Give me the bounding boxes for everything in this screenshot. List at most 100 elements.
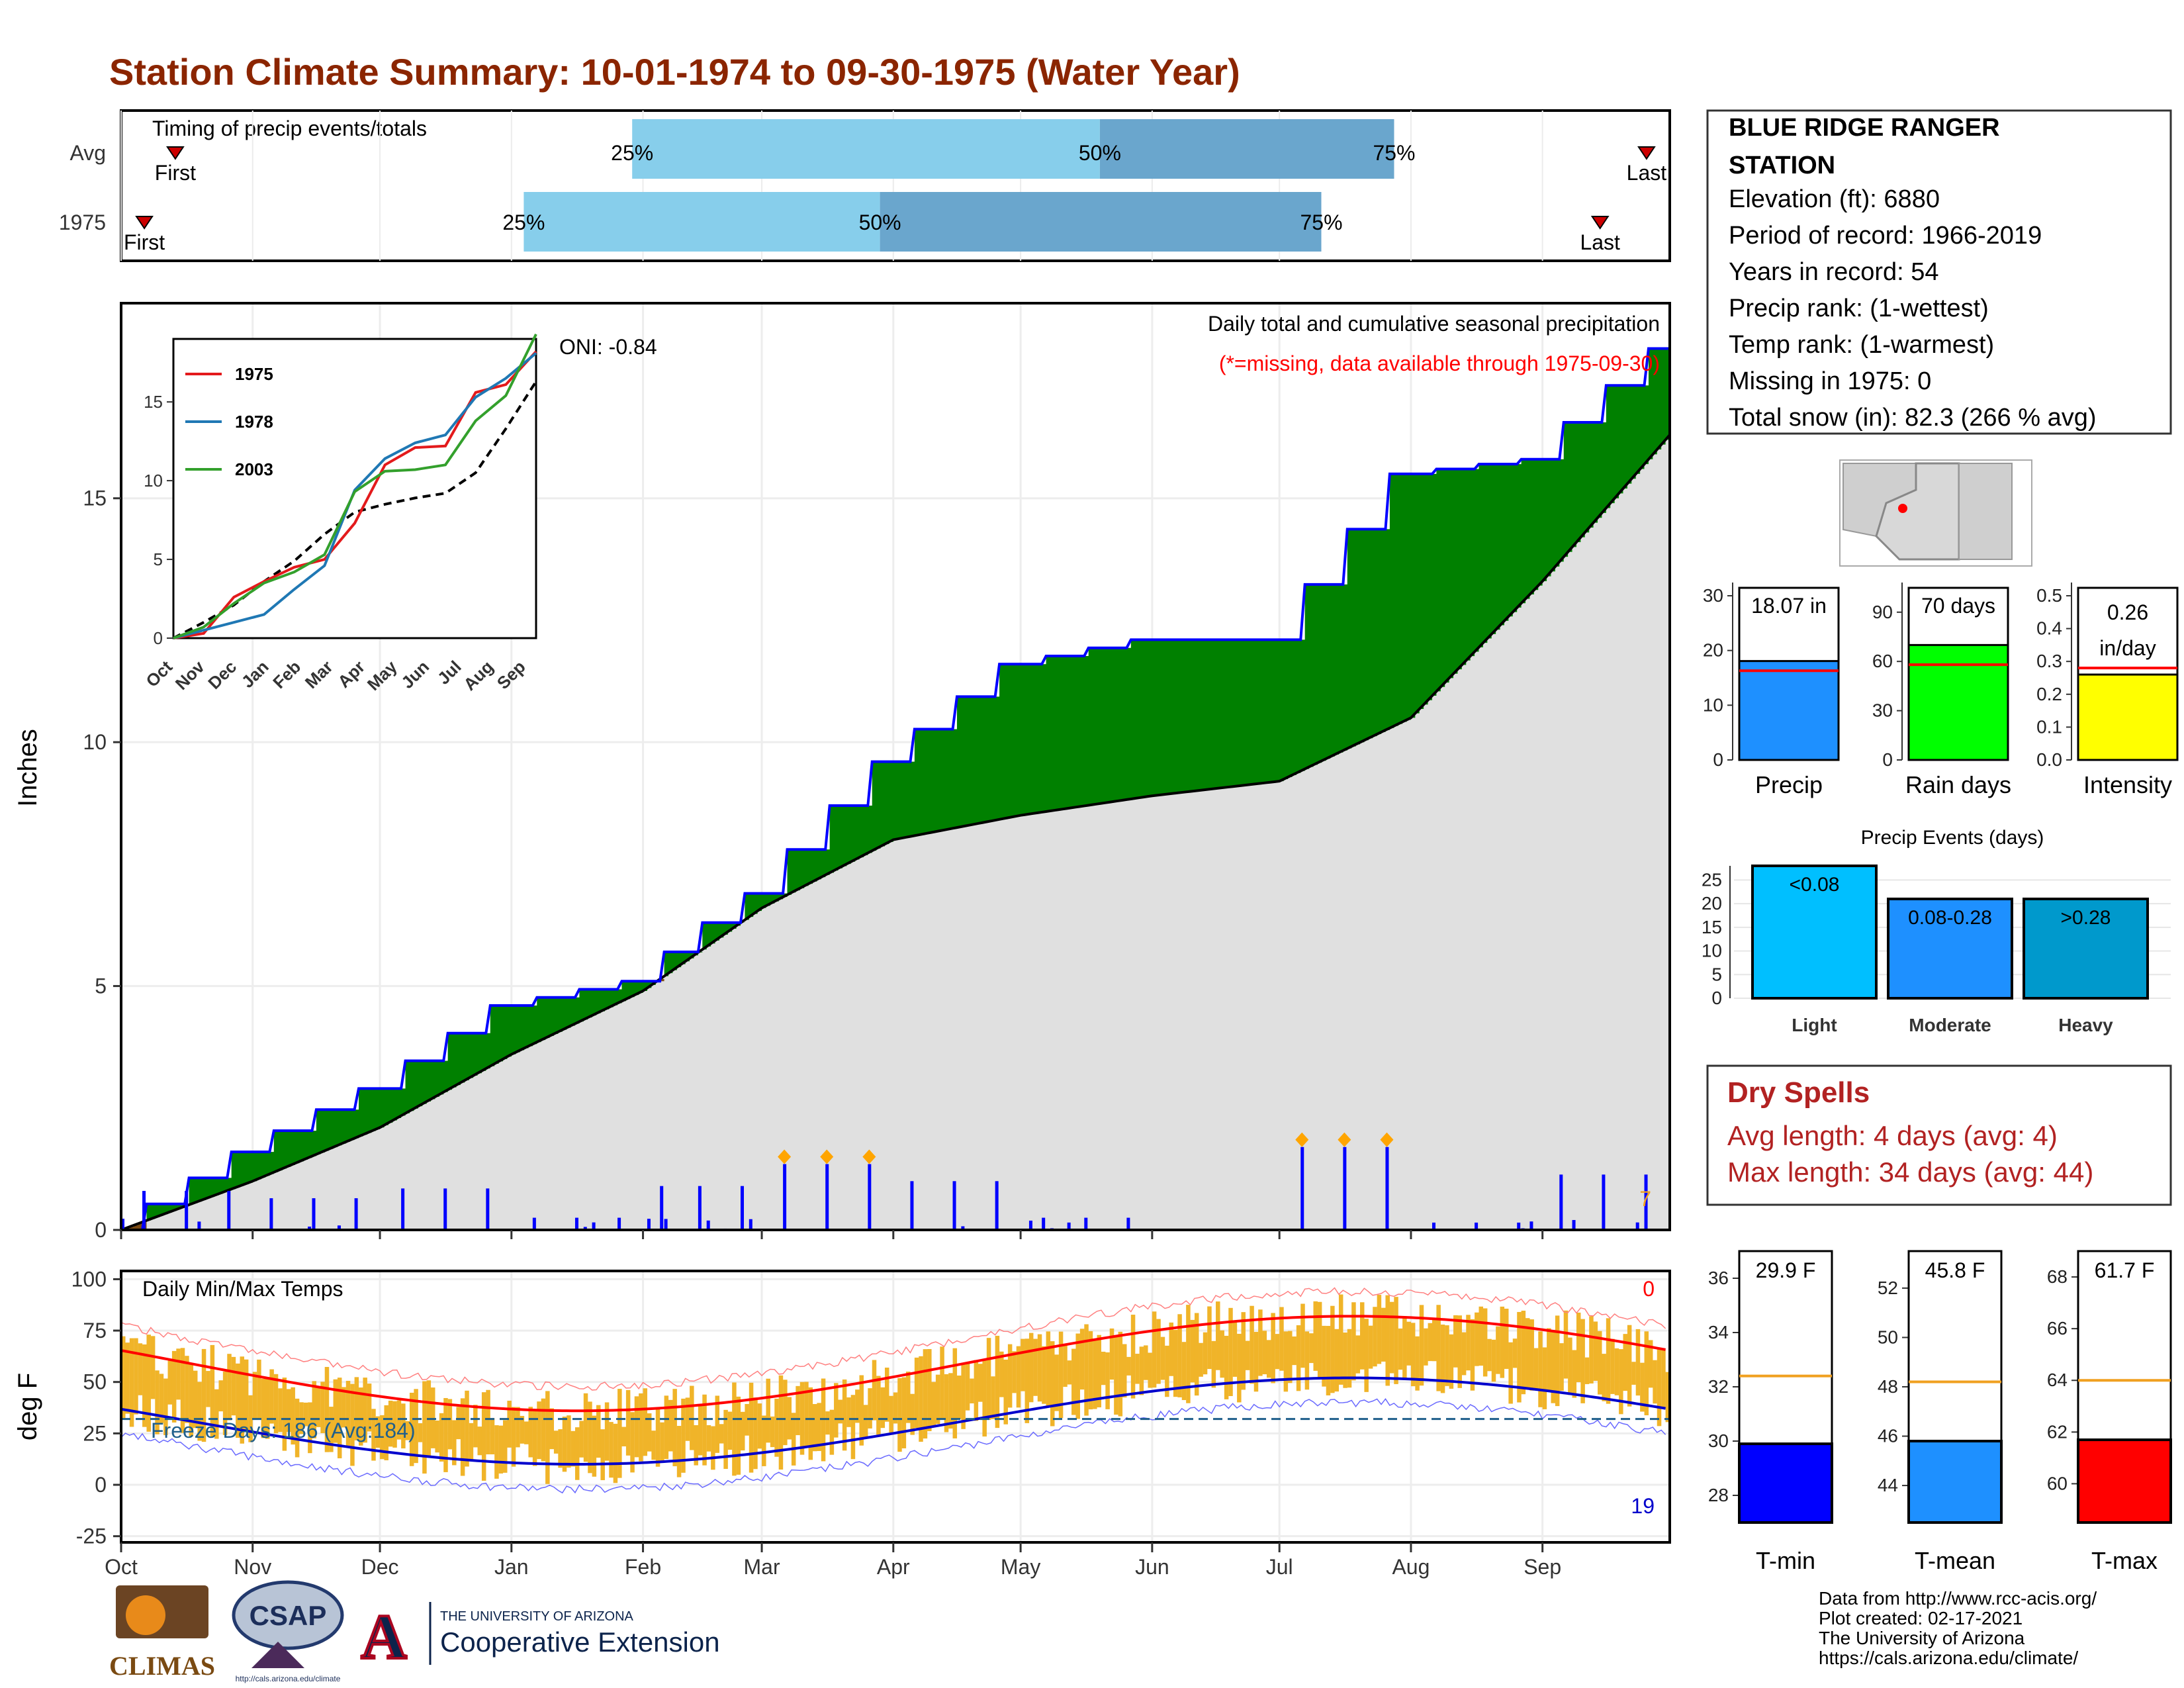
daily-temp-bar [753, 1397, 758, 1470]
csap-logo: CSAP http://cals.arizona.edu/climate [232, 1580, 344, 1683]
avg-cumulative-line [120, 434, 1671, 1231]
daily-temp-bar [1381, 1307, 1386, 1362]
timing-avg-pct-label: 50% [1079, 141, 1121, 165]
page-title: Station Climate Summary: 10-01-1974 to 0… [109, 51, 1240, 93]
daily-temp-bar [1071, 1348, 1076, 1415]
daily-temp-bar [948, 1373, 953, 1429]
daily-temp-bar [138, 1343, 143, 1395]
daily-precip-bar [825, 1164, 829, 1230]
daily-precip-bar [1067, 1222, 1071, 1230]
daily-temp-bar [159, 1374, 164, 1423]
daily-temp-bar [341, 1387, 346, 1428]
daily-temp-bar [1657, 1348, 1662, 1427]
daily-precip-bar [583, 1227, 587, 1230]
daily-temp-bar [562, 1416, 567, 1472]
summary-tick-label: 60 [1872, 651, 1893, 671]
daily-temp-bar [265, 1377, 270, 1439]
daily-temp-bar [829, 1409, 835, 1455]
summary-bar-precip [1738, 660, 1840, 761]
daily-temp-bar [384, 1405, 388, 1461]
month-label: Oct [105, 1555, 138, 1579]
daily-temp-bar [418, 1423, 423, 1442]
summary-value-label: 18.07 in [1751, 594, 1827, 618]
daily-temp-bar [1533, 1348, 1539, 1391]
daily-temp-bar [1576, 1312, 1581, 1382]
daily-temp-bar [1326, 1325, 1331, 1395]
daily-temp-bar [163, 1378, 168, 1436]
footer-data-source: Data from http://www.rcc-acis.org/ [1819, 1588, 2097, 1609]
temp-summary-tick-label: 30 [1708, 1430, 1729, 1451]
timing-panel: Timing of precip events/totals Avg 1975 … [59, 109, 1671, 262]
daily-temp-bar [1177, 1314, 1182, 1397]
logos: CLIMAS CSAP http://cals.arizona.edu/clim… [109, 1580, 720, 1683]
daily-temp-bar [1355, 1335, 1361, 1374]
daily-precip-bar [1529, 1221, 1533, 1230]
summary-tick-label: 0.5 [2036, 585, 2062, 606]
daily-temp-bar [1156, 1319, 1161, 1384]
daily-temp-bar [1598, 1331, 1602, 1395]
daily-temp-bar [723, 1409, 728, 1470]
temp-summary-tick-label: 34 [1708, 1322, 1729, 1342]
daily-temp-bar [1343, 1332, 1347, 1388]
heavy-event-marker [862, 1149, 876, 1164]
daily-precip-bar [532, 1217, 536, 1230]
events-ytick-label: 10 [1702, 941, 1722, 961]
daily-temp-bar [1181, 1342, 1187, 1401]
daily-temp-bar [732, 1382, 737, 1476]
daily-temp-bar [409, 1392, 414, 1466]
heavy-event-marker [778, 1149, 792, 1164]
timing-title: Timing of precip events/totals [152, 117, 427, 140]
timing-avg-pct-label: 25% [611, 141, 653, 165]
temp-summary-tick-label: 66 [2047, 1318, 2068, 1338]
temp-summary-tick-label: 64 [2047, 1370, 2068, 1390]
summary-bar-label: Intensity [2083, 771, 2172, 798]
daily-temp-bar [804, 1382, 809, 1447]
avg-min-temp-line [120, 1376, 1666, 1466]
daily-temp-bar [1512, 1338, 1518, 1368]
daily-temp-bar [490, 1418, 495, 1455]
summary-bar-intensity [2077, 673, 2179, 761]
daily-temp-bar [371, 1409, 376, 1461]
daily-temp-bar [337, 1378, 342, 1459]
timing-year-last-marker [1590, 216, 1610, 230]
summary-value-label: 0.26 [2107, 600, 2148, 624]
daily-temp-bar [774, 1398, 779, 1457]
daily-temp-bar [1033, 1338, 1038, 1396]
daily-temp-bar [889, 1395, 893, 1433]
daily-temp-bar [1300, 1303, 1305, 1368]
footer-university: The University of Arizona [1819, 1628, 2025, 1648]
footer-plot-date: Plot created: 02-17-2021 [1819, 1608, 2023, 1628]
summary-value-label: 70 days [1921, 594, 1995, 618]
daily-temp-bar [316, 1387, 321, 1427]
timing-bar-avg-25-50 [632, 119, 1100, 179]
month-label: Sep [1524, 1555, 1561, 1579]
daily-temp-bar [537, 1401, 541, 1460]
daily-precip-bar [698, 1186, 702, 1230]
daily-temp-bar [1504, 1308, 1509, 1369]
station-location-marker [1898, 504, 1907, 513]
daily-temp-bar [553, 1430, 559, 1454]
daily-temp-bar [312, 1381, 316, 1438]
daily-temp-bar [711, 1426, 715, 1470]
daily-precip-bar [574, 1217, 578, 1230]
daily-temp-bar [1118, 1331, 1123, 1417]
temp-summary-tick-label: 52 [1878, 1278, 1898, 1298]
daily-precip-bar [1028, 1220, 1032, 1230]
timing-year-first-label: First [124, 230, 165, 254]
daily-temp-bar [643, 1388, 648, 1456]
daily-temp-bar [749, 1382, 754, 1473]
record-min-line [120, 1398, 1666, 1494]
daily-temp-bar [244, 1359, 249, 1432]
timing-avg-first-label: First [155, 161, 196, 185]
timing-year-pct-label: 25% [502, 211, 545, 234]
precip-subtitle: Daily total and cumulative seasonal prec… [1208, 312, 1660, 336]
daily-temp-bar [927, 1348, 932, 1431]
daily-temp-bar [965, 1363, 970, 1411]
daily-temp-bar [146, 1335, 151, 1432]
daily-temp-bar [812, 1404, 817, 1452]
daily-temp-bar [558, 1429, 563, 1468]
month-label: Apr [877, 1555, 910, 1579]
daily-temp-bar [685, 1397, 690, 1441]
daily-temp-bar [1207, 1306, 1212, 1370]
temp-summary-tick-label: 60 [2047, 1473, 2068, 1493]
